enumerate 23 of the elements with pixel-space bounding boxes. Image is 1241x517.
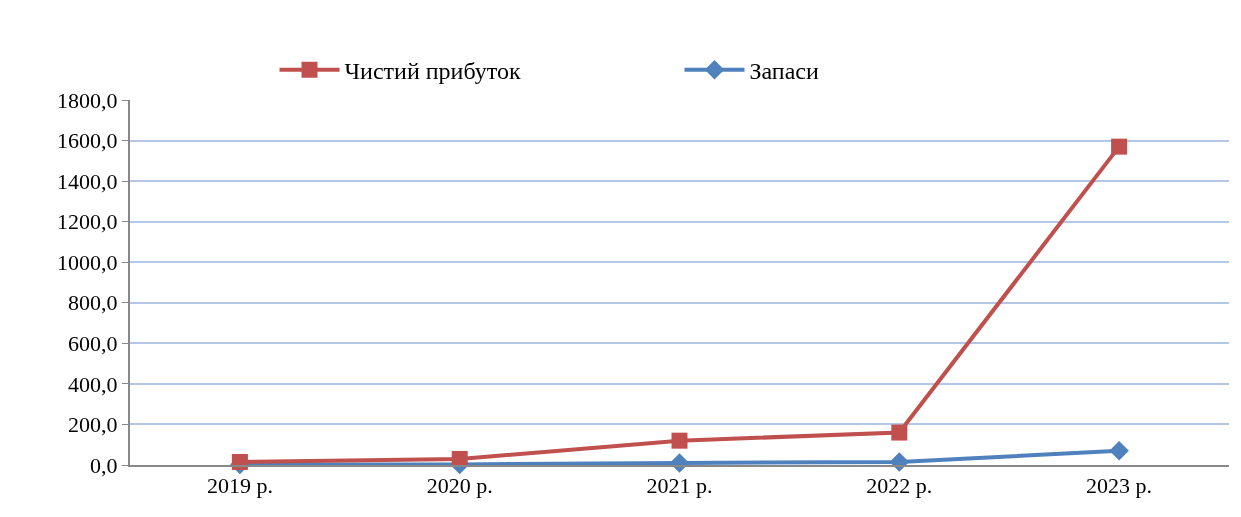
x-tick-label: 2020 р. bbox=[426, 473, 493, 499]
x-tick-label: 2019 р. bbox=[206, 473, 273, 499]
y-tick-label: 600,0 bbox=[68, 331, 118, 357]
y-tick-label: 1000,0 bbox=[57, 249, 118, 275]
y-tick-label: 1800,0 bbox=[57, 87, 118, 113]
x-tick-label: 2023 р. bbox=[1086, 473, 1153, 499]
legend-label: Чистий прибуток bbox=[344, 58, 521, 85]
y-tick-label: 1400,0 bbox=[57, 168, 118, 194]
y-tick-label: 800,0 bbox=[68, 290, 118, 316]
y-tick-label: 1600,0 bbox=[57, 128, 118, 154]
point bbox=[1111, 138, 1128, 155]
point bbox=[669, 453, 690, 473]
point bbox=[1109, 441, 1129, 461]
point bbox=[671, 432, 688, 449]
x-tick-label: 2021 р. bbox=[646, 473, 713, 499]
y-tick-label: 0,0 bbox=[90, 452, 118, 478]
y-tick-label: 400,0 bbox=[68, 371, 118, 397]
legend-label: Запаси bbox=[749, 58, 820, 85]
y-tick-label: 200,0 bbox=[68, 412, 118, 438]
point bbox=[889, 452, 910, 472]
x-tick-label: 2022 р. bbox=[866, 473, 933, 499]
point bbox=[891, 424, 908, 441]
y-tick-label: 1200,0 bbox=[57, 209, 118, 235]
